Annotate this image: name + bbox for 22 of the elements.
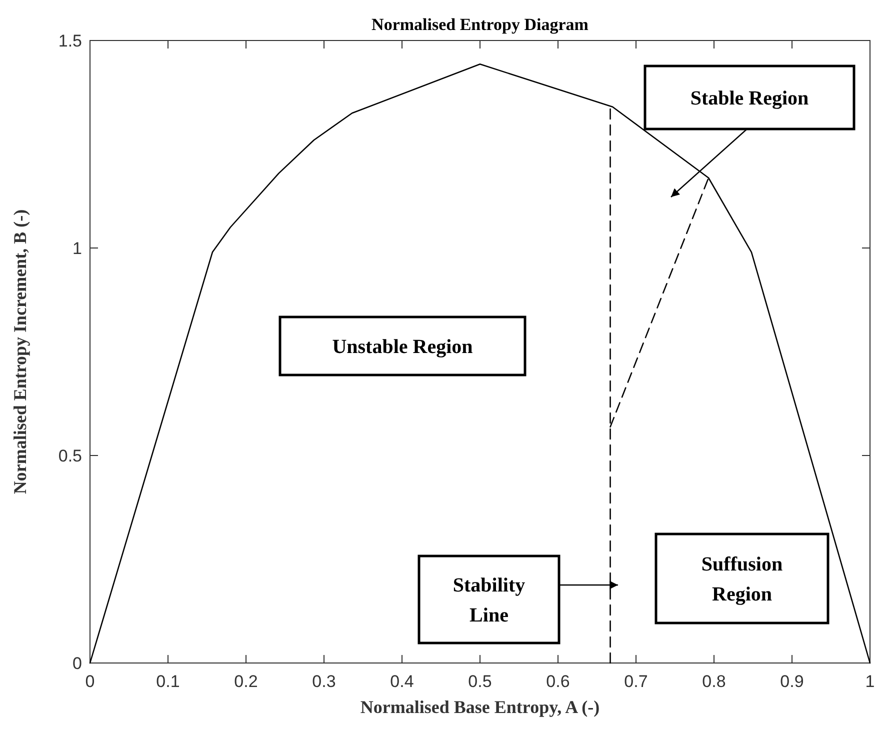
annotation: Unstable Region <box>332 336 473 358</box>
x-tick-label: 0.5 <box>468 672 492 691</box>
x-tick-label: 0.3 <box>312 672 336 691</box>
annotation: Stability Line <box>452 574 526 626</box>
x-tick-label: 0 <box>85 672 95 691</box>
x-tick-label: 0.6 <box>546 672 570 691</box>
y-tick-label: 0 <box>72 654 82 673</box>
x-tick-label: 1 <box>865 672 875 691</box>
x-tick-label: 0.2 <box>234 672 258 691</box>
y-tick-label: 0.5 <box>58 446 82 466</box>
x-tick-label: 0.1 <box>156 672 180 691</box>
annotation: Stable Region <box>690 88 809 110</box>
x-axis-title: Normalised Base Entropy, A (-) <box>360 697 600 717</box>
annotation: Suffusion Region <box>701 554 783 606</box>
x-tick-label: 0.9 <box>780 672 804 691</box>
y-axis-title: Normalised Entropy Increment, B (-) <box>10 209 30 494</box>
chart-title: Normalised Entropy Diagram <box>372 15 588 34</box>
x-tick-label: 0.4 <box>390 672 414 691</box>
x-tick-label: 0.8 <box>702 672 726 691</box>
y-tick-label: 1 <box>72 239 82 258</box>
x-tick-label: 0.7 <box>624 672 648 691</box>
y-tick-label: 1.5 <box>58 32 82 50</box>
